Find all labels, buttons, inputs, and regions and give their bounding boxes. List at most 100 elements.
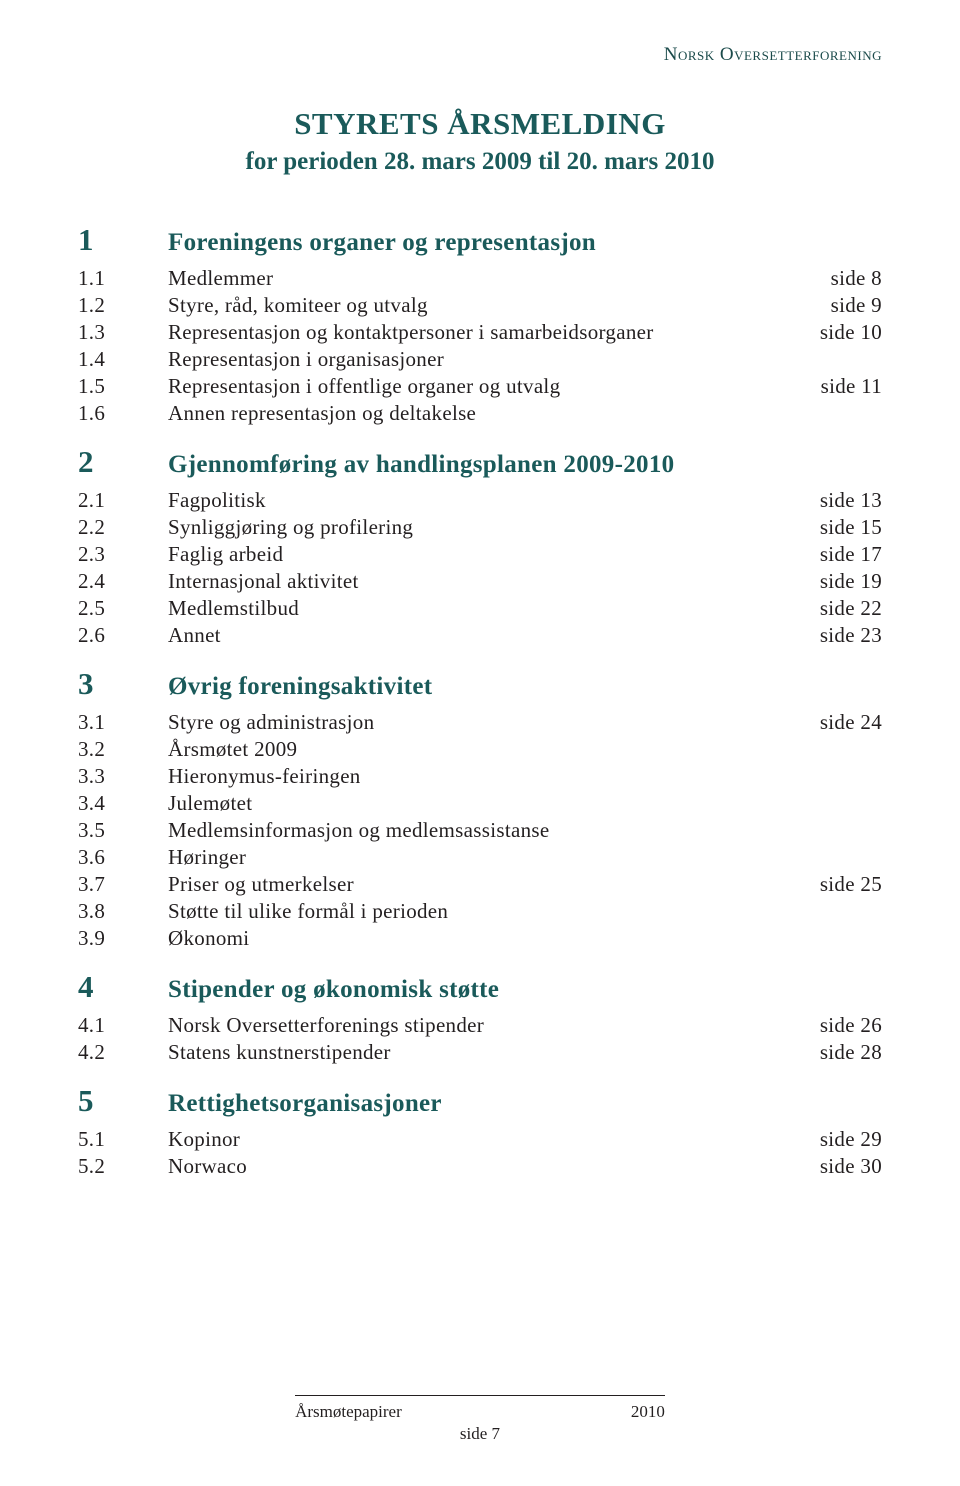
toc-item-title: Representasjon i organisasjoner <box>168 347 782 372</box>
footer-rule <box>295 1395 665 1396</box>
toc-item-number: 1.1 <box>78 266 168 291</box>
toc-item-row: 1.1Medlemmerside 8 <box>78 266 882 291</box>
toc-section-title: Stipender og økonomisk støtte <box>168 976 782 1004</box>
toc-section-title: Foreningens organer og representasjon <box>168 229 782 257</box>
toc-item-title: Priser og utmerkelser <box>168 872 782 897</box>
toc-item-page: side 17 <box>782 542 882 567</box>
toc-item-number: 1.6 <box>78 401 168 426</box>
toc-item-number: 3.5 <box>78 818 168 843</box>
toc-item-row: 2.2Synliggjøring og profileringside 15 <box>78 515 882 540</box>
toc-item-row: 1.3Representasjon og kontaktpersoner i s… <box>78 320 882 345</box>
toc-item-number: 1.2 <box>78 293 168 318</box>
toc-item-number: 2.2 <box>78 515 168 540</box>
table-of-contents: 1Foreningens organer og representasjon1.… <box>78 222 882 1179</box>
toc-item-row: 2.5Medlemstilbudside 22 <box>78 596 882 621</box>
toc-section-number: 2 <box>78 444 168 480</box>
toc-item-row: 4.2Statens kunstnerstipenderside 28 <box>78 1040 882 1065</box>
toc-item-title: Annet <box>168 623 782 648</box>
toc-section-number: 4 <box>78 969 168 1005</box>
toc-item-row: 1.2Styre, råd, komiteer og utvalgside 9 <box>78 293 882 318</box>
toc-item-page: side 13 <box>782 488 882 513</box>
toc-item-title: Styre og administrasjon <box>168 710 782 735</box>
toc-item-row: 5.1Kopinorside 29 <box>78 1127 882 1152</box>
footer-page-number: side 7 <box>78 1424 882 1444</box>
toc-item-page: side 30 <box>782 1154 882 1179</box>
toc-item-number: 5.2 <box>78 1154 168 1179</box>
toc-item-row: 5.2Norwacoside 30 <box>78 1154 882 1179</box>
toc-item-title: Norwaco <box>168 1154 782 1179</box>
toc-item-number: 3.4 <box>78 791 168 816</box>
toc-item-number: 5.1 <box>78 1127 168 1152</box>
toc-item-title: Årsmøtet 2009 <box>168 737 782 762</box>
toc-item-number: 2.4 <box>78 569 168 594</box>
toc-item-row: 3.3Hieronymus-feiringen <box>78 764 882 789</box>
toc-item-page: side 8 <box>782 266 882 291</box>
page-footer: Årsmøtepapirer 2010 side 7 <box>78 1395 882 1444</box>
document-subtitle: for perioden 28. mars 2009 til 20. mars … <box>78 148 882 176</box>
toc-item-number: 3.9 <box>78 926 168 951</box>
toc-item-page: side 22 <box>782 596 882 621</box>
toc-item-number: 3.8 <box>78 899 168 924</box>
footer-text-left: Årsmøtepapirer <box>295 1402 480 1422</box>
toc-item-title: Medlemmer <box>168 266 782 291</box>
toc-section-row: 3Øvrig foreningsaktivitet <box>78 666 882 702</box>
toc-item-number: 4.1 <box>78 1013 168 1038</box>
toc-item-page: side 15 <box>782 515 882 540</box>
toc-item-row: 2.1Fagpolitiskside 13 <box>78 488 882 513</box>
toc-item-row: 1.6Annen representasjon og deltakelse <box>78 401 882 426</box>
toc-item-row: 1.5Representasjon i offentlige organer o… <box>78 374 882 399</box>
footer-text-right: 2010 <box>480 1402 665 1422</box>
toc-item-number: 3.1 <box>78 710 168 735</box>
toc-item-row: 3.2Årsmøtet 2009 <box>78 737 882 762</box>
toc-item-title: Representasjon i offentlige organer og u… <box>168 374 782 399</box>
toc-section-row: 2Gjennomføring av handlingsplanen 2009-2… <box>78 444 882 480</box>
toc-item-number: 3.3 <box>78 764 168 789</box>
toc-section-row: 1Foreningens organer og representasjon <box>78 222 882 258</box>
toc-item-number: 2.3 <box>78 542 168 567</box>
toc-section-row: 5Rettighetsorganisasjoner <box>78 1083 882 1119</box>
toc-item-title: Hieronymus-feiringen <box>168 764 782 789</box>
toc-item-page: side 10 <box>782 320 882 345</box>
toc-item-row: 4.1Norsk Oversetterforenings stipendersi… <box>78 1013 882 1038</box>
toc-item-title: Fagpolitisk <box>168 488 782 513</box>
toc-item-number: 2.6 <box>78 623 168 648</box>
toc-item-row: 3.9Økonomi <box>78 926 882 951</box>
toc-item-number: 1.5 <box>78 374 168 399</box>
page-container: Norsk Oversetterforening STYRETS ÅRSMELD… <box>0 0 960 1486</box>
toc-item-title: Faglig arbeid <box>168 542 782 567</box>
document-title: STYRETS ÅRSMELDING <box>78 106 882 142</box>
running-head: Norsk Oversetterforening <box>78 44 882 66</box>
toc-section-row: 4Stipender og økonomisk støtte <box>78 969 882 1005</box>
toc-item-number: 3.7 <box>78 872 168 897</box>
toc-item-title: Julemøtet <box>168 791 782 816</box>
toc-item-page: side 19 <box>782 569 882 594</box>
toc-item-row: 3.4Julemøtet <box>78 791 882 816</box>
toc-item-page: side 23 <box>782 623 882 648</box>
toc-item-number: 2.1 <box>78 488 168 513</box>
toc-item-page: side 24 <box>782 710 882 735</box>
toc-item-row: 1.4Representasjon i organisasjoner <box>78 347 882 372</box>
toc-item-title: Representasjon og kontaktpersoner i sama… <box>168 320 782 345</box>
toc-item-title: Synliggjøring og profilering <box>168 515 782 540</box>
toc-item-page: side 11 <box>782 374 882 399</box>
toc-item-row: 3.5Medlemsinformasjon og medlemsassistan… <box>78 818 882 843</box>
toc-item-number: 4.2 <box>78 1040 168 1065</box>
toc-item-title: Medlemsinformasjon og medlemsassistanse <box>168 818 782 843</box>
toc-item-number: 3.2 <box>78 737 168 762</box>
toc-item-row: 3.6Høringer <box>78 845 882 870</box>
toc-item-title: Styre, råd, komiteer og utvalg <box>168 293 782 318</box>
toc-section-number: 3 <box>78 666 168 702</box>
toc-section-number: 1 <box>78 222 168 258</box>
toc-item-row: 3.8Støtte til ulike formål i perioden <box>78 899 882 924</box>
toc-item-title: Annen representasjon og deltakelse <box>168 401 782 426</box>
toc-section-number: 5 <box>78 1083 168 1119</box>
toc-item-title: Støtte til ulike formål i perioden <box>168 899 782 924</box>
toc-item-number: 3.6 <box>78 845 168 870</box>
toc-item-number: 1.4 <box>78 347 168 372</box>
toc-item-page: side 26 <box>782 1013 882 1038</box>
toc-item-title: Norsk Oversetterforenings stipender <box>168 1013 782 1038</box>
toc-item-title: Statens kunstnerstipender <box>168 1040 782 1065</box>
footer-line: Årsmøtepapirer 2010 <box>295 1402 665 1422</box>
toc-item-page: side 28 <box>782 1040 882 1065</box>
toc-item-page: side 29 <box>782 1127 882 1152</box>
